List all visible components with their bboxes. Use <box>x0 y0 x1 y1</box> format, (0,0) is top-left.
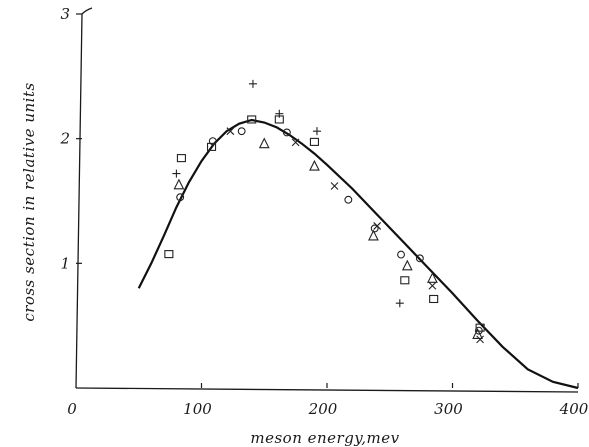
fit-curve <box>137 118 579 390</box>
square-point-6 <box>400 276 410 285</box>
circle-point-1 <box>208 137 217 146</box>
triangle-point-5 <box>427 272 438 283</box>
triangle-point-0 <box>173 178 185 190</box>
x-tick-label-200: 200 <box>308 400 338 418</box>
x-axis-label: meson energy,mev <box>250 429 399 447</box>
square-point-7 <box>429 294 439 304</box>
ticks <box>76 13 579 388</box>
square-point-4 <box>274 115 284 124</box>
axes <box>75 7 579 393</box>
plus-point-4 <box>395 299 404 308</box>
triangle-point-4 <box>401 259 413 271</box>
triangle-point-2 <box>309 159 320 171</box>
x-tick-label-100: 100 <box>183 400 212 418</box>
cross-point-0 <box>226 127 235 136</box>
x-tick-label-400: 400 <box>559 400 589 418</box>
x-axis-line <box>75 387 579 393</box>
triangle-point-3 <box>368 229 379 241</box>
y-axis-top-flourish <box>81 7 93 15</box>
square-point-8 <box>475 323 485 332</box>
tick-labels: 0 100 200 300 400 1 2 3 <box>59 5 588 418</box>
square-point-2 <box>206 142 217 151</box>
circle-point-0 <box>176 193 185 202</box>
y-tick-label-1: 1 <box>60 254 70 272</box>
square-point-1 <box>176 154 186 163</box>
plus-point-1 <box>248 79 257 88</box>
triangle-point-6 <box>472 328 483 339</box>
triangle-point-1 <box>258 137 270 149</box>
circle-point-5 <box>370 224 379 233</box>
cross-point-2 <box>330 182 339 190</box>
data-markers <box>164 79 485 344</box>
x-tick-label-300: 300 <box>434 400 463 418</box>
plus-point-2 <box>275 109 284 118</box>
x-tick-label-0: 0 <box>67 400 77 418</box>
circle-point-2 <box>237 127 246 136</box>
cross-point-3 <box>373 222 382 230</box>
plus-point-0 <box>172 169 181 178</box>
cross-point-5 <box>476 335 484 344</box>
cross-point-1 <box>291 138 300 147</box>
circle-point-6 <box>397 250 405 259</box>
square-point-0 <box>164 250 174 259</box>
cross-point-4 <box>428 281 437 290</box>
square-point-3 <box>247 115 257 124</box>
circle-point-3 <box>282 128 291 137</box>
y-axis-line <box>75 13 83 389</box>
y-axis-label: cross section in relative units <box>20 82 38 321</box>
square-point-5 <box>309 137 320 146</box>
y-tick-label-3: 3 <box>60 5 70 23</box>
circle-point-4 <box>344 195 353 204</box>
circle-point-7 <box>415 254 424 263</box>
y-tick-label-2: 2 <box>59 130 70 148</box>
plus-point-3 <box>312 127 321 136</box>
